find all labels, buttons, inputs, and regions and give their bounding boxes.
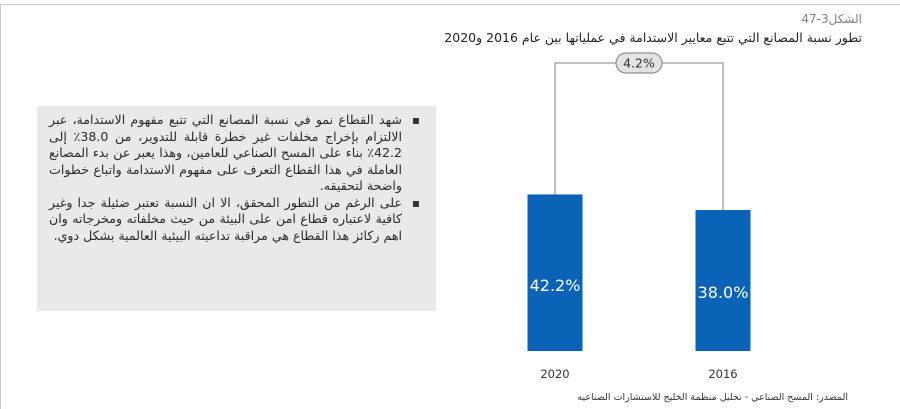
figure-number: الشكل3-47 (801, 12, 862, 26)
frame-top-rule (0, 4, 900, 5)
figure-title: تطور نسبة المصانع التي تتبع معايير الاست… (444, 30, 862, 45)
commentary-box: شهد القطاع نمو في نسبة المصانع التي تتبع… (37, 106, 436, 311)
category-label-2020: 2020 (540, 367, 569, 381)
commentary-bullet-2: على الرغم من التطور المحقق، الا ان النسب… (49, 195, 420, 245)
frame-left-rule (0, 4, 1, 409)
change-badge (615, 52, 663, 74)
bar-value-label-2020: 42.2% (530, 276, 581, 295)
commentary-bullet-1: شهد القطاع نمو في نسبة المصانع التي تتبع… (49, 112, 420, 195)
category-label-2016: 2016 (708, 367, 737, 381)
bar-value-label-2016: 38.0% (698, 283, 749, 302)
commentary-list: شهد القطاع نمو في نسبة المصانع التي تتبع… (49, 112, 420, 244)
change-badge-label: 4.2% (623, 56, 655, 71)
bar-2016 (695, 210, 751, 351)
source-note: المصدر: المسح الصناعي - تحليل منظمة الخل… (577, 392, 848, 403)
bar-2020 (527, 194, 583, 351)
change-connector (554, 62, 724, 211)
bar-chart: 4.2% 42.2% 2020 38.0% 2016 (527, 52, 751, 381)
